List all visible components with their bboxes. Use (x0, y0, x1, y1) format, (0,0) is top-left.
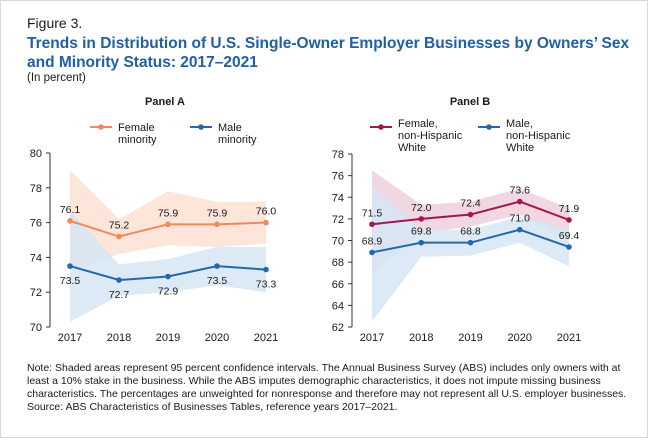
panel-b-legend-label-0: non-Hispanic (398, 130, 463, 142)
panel-a-data-label: 72.9 (158, 286, 179, 298)
panel-b-data-label: 71.0 (510, 213, 531, 225)
panel-b-legend-label-1: non-Hispanic (506, 130, 571, 142)
panel-b-data-label: 71.5 (362, 207, 383, 219)
panel-a-legend-label-1: minority (218, 134, 257, 146)
panel-b-x-tick-label: 2021 (557, 332, 581, 344)
panel-b-legend-marker-0 (378, 124, 384, 130)
source-text: Source: ABS Characteristics of Businesse… (27, 401, 398, 413)
panel-b-data-label: 71.9 (559, 203, 580, 215)
panel-a-data-label: 73.3 (256, 279, 277, 291)
panel-a-y-tick-label: 76 (30, 218, 42, 230)
panel-a-y-tick-label: 70 (30, 322, 42, 334)
panel-b-y-tick-label: 78 (332, 149, 344, 161)
panel-b-title: Panel B (450, 96, 490, 108)
panel-b-data-point (516, 198, 523, 205)
panel-a-data-label: 72.7 (109, 289, 130, 301)
panel-a-legend-label-0: minority (118, 134, 157, 146)
panel-a-data-point (214, 221, 220, 228)
panel-a-data-point (263, 219, 269, 226)
panel-b-y-tick-label: 76 (332, 171, 344, 183)
panel-b-ci-band-1 (372, 186, 569, 322)
panel-a-legend-label-0: Female (118, 122, 155, 134)
chart-title: Trends in Distribution of U.S. Single-Ow… (27, 35, 630, 71)
panel-b-data-point (418, 239, 425, 246)
panel-b-y-tick-label: 74 (332, 192, 344, 204)
panel-b-legend-label-0: White (398, 142, 426, 154)
panel-a-ci-band-1 (70, 210, 266, 322)
panel-b-x-tick-label: 2019 (458, 332, 482, 344)
panel-b-data-point (467, 211, 474, 218)
panel-b-y-tick-label: 62 (332, 322, 344, 334)
panel-a-data-label: 75.9 (207, 207, 228, 219)
panel-a-data-point (67, 263, 73, 269)
panel-b-data-point (516, 226, 523, 233)
panel-b-x-tick-label: 2018 (409, 332, 433, 344)
panel-a-data-point (165, 273, 171, 280)
panel-a-data-label: 75.2 (109, 220, 130, 232)
panel-a-data-point (116, 233, 122, 240)
panel-b-data-point (369, 221, 375, 228)
panel-a-data-point (116, 277, 122, 283)
panel-a-legend-marker-1 (198, 124, 204, 130)
panel-a-data-point (165, 221, 171, 228)
figure-notes: Note: Shaded areas represent 95 percent … (27, 362, 639, 414)
panel-b-data-label: 72.0 (411, 202, 432, 214)
panel-b-y-tick-label: 70 (332, 236, 344, 248)
panel-a-y-tick-label: 72 (30, 287, 42, 299)
panel-a-chart: Panel A 70 72 74 76 78 80 2017 2018 2019 2020 2021 7… (30, 96, 278, 344)
note-text: Note: Shaded areas represent 95 percent … (27, 362, 627, 400)
panel-a-x-tick-label: 2020 (205, 332, 229, 344)
panel-b-data-point (467, 239, 474, 246)
panel-b-legend-label-1: White (506, 142, 534, 154)
panel-b-data-label: 73.6 (510, 185, 531, 197)
chart-subtitle: (In percent) (27, 72, 86, 84)
panel-b-legend-label-1: Male, (506, 118, 533, 130)
panel-a-data-point (214, 263, 220, 269)
panel-a-x-tick-label: 2021 (254, 332, 278, 344)
panel-b-data-label: 68.8 (460, 226, 481, 238)
panel-b-data-label: 68.9 (362, 235, 383, 247)
panel-a-x-tick-label: 2017 (58, 332, 82, 344)
panel-a-y-tick-label: 74 (30, 252, 42, 264)
panel-b-ci-band-0 (372, 170, 569, 273)
panel-b-x-tick-label: 2017 (360, 332, 384, 344)
panel-b-x-tick-label: 2020 (508, 332, 532, 344)
panel-a-data-label: 73.5 (207, 275, 228, 287)
panel-a-x-tick-label: 2018 (107, 332, 131, 344)
figure-label: Figure 3. (27, 15, 83, 31)
panel-a-legend-label-1: Male (218, 122, 242, 134)
panel-b-y-tick-label: 64 (332, 300, 344, 312)
panel-b-data-point (369, 249, 375, 256)
panel-a-data-label: 76.1 (60, 204, 81, 216)
panel-a-data-label: 75.9 (158, 207, 179, 219)
panel-a-y-tick-label: 80 (30, 148, 42, 160)
panel-b-chart: Panel B 62 64 66 68 70 72 74 76 78 2017 2018 2019 202… (332, 96, 581, 344)
panel-a-y-tick-label: 78 (30, 183, 42, 195)
panel-a-x-tick-label: 2019 (156, 332, 180, 344)
panel-b-data-point (566, 244, 572, 250)
panel-b-y-tick-label: 66 (332, 279, 344, 291)
panel-b-y-tick-label: 68 (332, 257, 344, 269)
panel-a-data-label: 73.5 (60, 275, 81, 287)
panel-a-ci-band-0 (70, 170, 266, 272)
panel-a-legend-marker-0 (98, 124, 104, 130)
panel-b-data-label: 72.4 (460, 198, 481, 210)
panel-b-legend-label-0: Female, (398, 118, 438, 130)
panel-a-data-point (67, 218, 73, 224)
panel-a-title: Panel A (145, 96, 185, 108)
panel-b-data-point (566, 217, 572, 223)
panel-b-data-label: 69.4 (559, 230, 580, 242)
panel-a-data-label: 76.0 (256, 206, 277, 218)
panel-b-data-label: 69.8 (411, 226, 432, 238)
panel-a-data-point (263, 266, 269, 273)
panel-b-legend-marker-1 (486, 124, 492, 130)
panel-b-y-tick-label: 72 (332, 214, 344, 226)
panel-b-data-point (418, 216, 425, 222)
